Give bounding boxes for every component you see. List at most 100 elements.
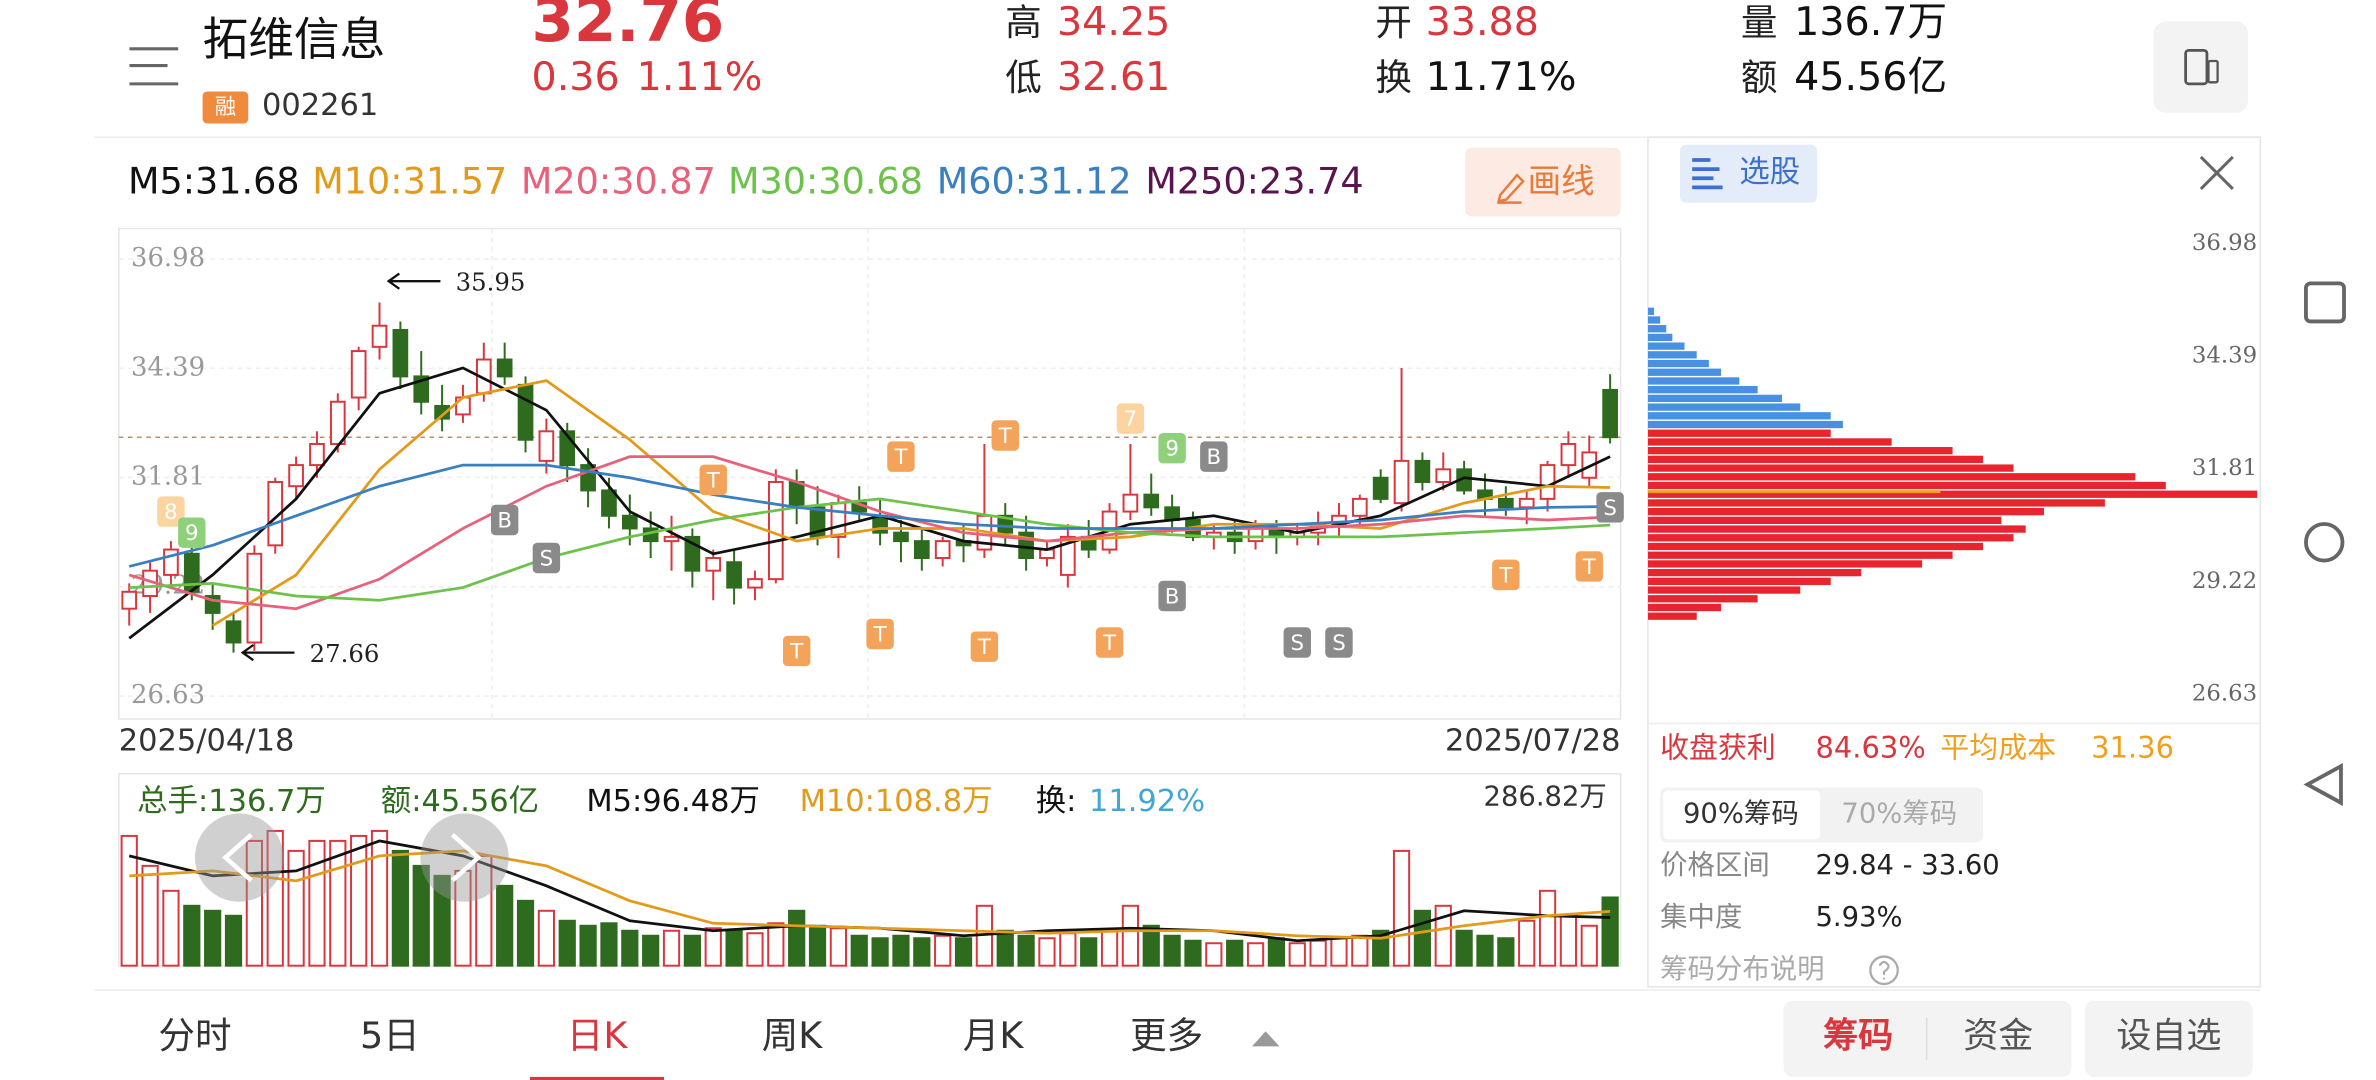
candle-body — [601, 489, 617, 517]
price: 32.76 — [532, 0, 725, 56]
chip-help[interactable]: 筹码分布说明 — [1660, 954, 1824, 985]
period-tab[interactable]: 周K — [762, 1014, 824, 1057]
volume-bar — [350, 834, 368, 967]
volume-label: 总手:136.7万 — [137, 784, 326, 819]
volume-bar — [1184, 939, 1202, 967]
bottom-button[interactable]: 筹码 — [1823, 1015, 1893, 1056]
volume-bar — [516, 899, 535, 967]
pencil-icon — [1497, 173, 1525, 204]
chip-tab-active[interactable] — [1663, 790, 1821, 840]
volume-bar — [662, 929, 681, 967]
signal-badge — [970, 631, 999, 662]
volume-bar — [183, 904, 201, 967]
volume-bar — [683, 934, 701, 967]
chip-bar — [1647, 351, 1697, 359]
volume-bar — [725, 929, 743, 967]
nav-square[interactable] — [2304, 281, 2346, 324]
chip-tab[interactable]: 70%筹码 — [1841, 798, 1957, 829]
signal-badge — [1095, 627, 1124, 658]
volume-bar — [141, 864, 159, 967]
volume-bar — [1580, 924, 1598, 967]
candle-body — [371, 324, 388, 348]
help-icon[interactable] — [1869, 955, 1899, 986]
candle-body — [1560, 442, 1577, 467]
signal-label: S — [540, 547, 554, 572]
period-tab[interactable]: 月K — [963, 1014, 1025, 1057]
volume-bar — [788, 909, 806, 967]
volume-bar — [1059, 932, 1077, 967]
nav-back[interactable] — [2303, 762, 2343, 806]
volume-bar — [1518, 919, 1536, 967]
chip-row-label: 价格区间 — [1660, 850, 1770, 881]
candle-body — [1602, 388, 1618, 439]
chip-row-value: 29.84 - 33.60 — [1816, 850, 2000, 881]
volume-bar — [496, 884, 514, 967]
candle-body — [788, 480, 805, 509]
candle-body — [350, 350, 367, 399]
signal-badge — [1325, 627, 1353, 658]
chip-bar — [1647, 333, 1673, 342]
chip-bar — [1647, 577, 1831, 585]
chip-bar — [1647, 542, 1984, 551]
bottom-button[interactable]: 资金 — [1963, 1015, 2033, 1056]
period-tab[interactable]: 分时 — [158, 1014, 231, 1057]
volume-bar — [746, 932, 764, 967]
volume-bar — [1121, 904, 1140, 967]
candle-body — [747, 578, 763, 589]
watchlist-button[interactable] — [2085, 1000, 2253, 1077]
y-tick-label: 36.98 — [131, 243, 205, 273]
scroll-left[interactable] — [194, 813, 284, 902]
chip-tick-label: 34.39 — [2192, 343, 2257, 369]
stock-name: 拓维信息 — [203, 13, 386, 66]
date-label: 2025/07/28 — [1445, 723, 1621, 758]
signal-label: B — [497, 509, 512, 534]
chip-bar — [1647, 429, 1831, 437]
menu-icon[interactable] — [129, 47, 179, 86]
device-button[interactable] — [2153, 21, 2249, 113]
volume-bar — [1226, 939, 1244, 967]
ma-line — [128, 463, 1611, 568]
avg-cost-value: 31.36 — [2091, 730, 2174, 764]
volume-bar — [412, 864, 430, 967]
signal-badge — [1200, 441, 1228, 472]
draw-label: 画线 — [1528, 161, 1595, 200]
chip-bar — [1647, 612, 1697, 620]
active-underline — [530, 1076, 665, 1080]
ma-legend: M250:23.74 — [1145, 159, 1363, 202]
volume-bar — [329, 839, 347, 967]
scroll-right[interactable] — [420, 813, 509, 902]
period-tab[interactable]: 5日 — [360, 1014, 420, 1057]
more-arrow[interactable] — [1251, 1031, 1280, 1047]
candle-body — [121, 590, 138, 610]
chip-tick-label: 29.22 — [2192, 568, 2257, 594]
candle-body — [1539, 464, 1556, 500]
volume-bar — [621, 929, 639, 967]
volume-bar — [1538, 889, 1557, 967]
volume-bar — [954, 937, 973, 967]
period-tab[interactable]: 更多 — [1130, 1014, 1203, 1057]
device-icon — [2184, 48, 2209, 86]
volume-label: M10:108.8万 — [800, 784, 993, 819]
chip-tab[interactable]: 90%筹码 — [1683, 798, 1799, 829]
candle-body — [621, 514, 638, 530]
chip-bar — [1647, 551, 1953, 559]
signal-badge — [1283, 627, 1311, 658]
select-label: 选股 — [1739, 155, 1800, 190]
bottom-button[interactable]: 设自选 — [2116, 1015, 2221, 1056]
nav-circle[interactable] — [2304, 522, 2345, 563]
candle-body — [1059, 535, 1076, 576]
volume-bar — [767, 922, 785, 967]
volume-bar — [1246, 942, 1265, 967]
close-icon[interactable] — [2199, 155, 2234, 191]
candle-body — [1247, 527, 1264, 543]
signal-label: S — [1290, 631, 1304, 656]
signal-label: S — [1332, 631, 1346, 656]
chip-bar — [1647, 403, 1801, 411]
volume-bar — [600, 922, 618, 967]
chip-bar — [1647, 516, 2002, 525]
period-tab[interactable]: 日K — [567, 1014, 629, 1057]
candle-body — [767, 480, 784, 581]
candle-body — [434, 404, 450, 420]
signal-label: 9 — [1165, 437, 1179, 462]
volume-bar — [1392, 849, 1411, 967]
